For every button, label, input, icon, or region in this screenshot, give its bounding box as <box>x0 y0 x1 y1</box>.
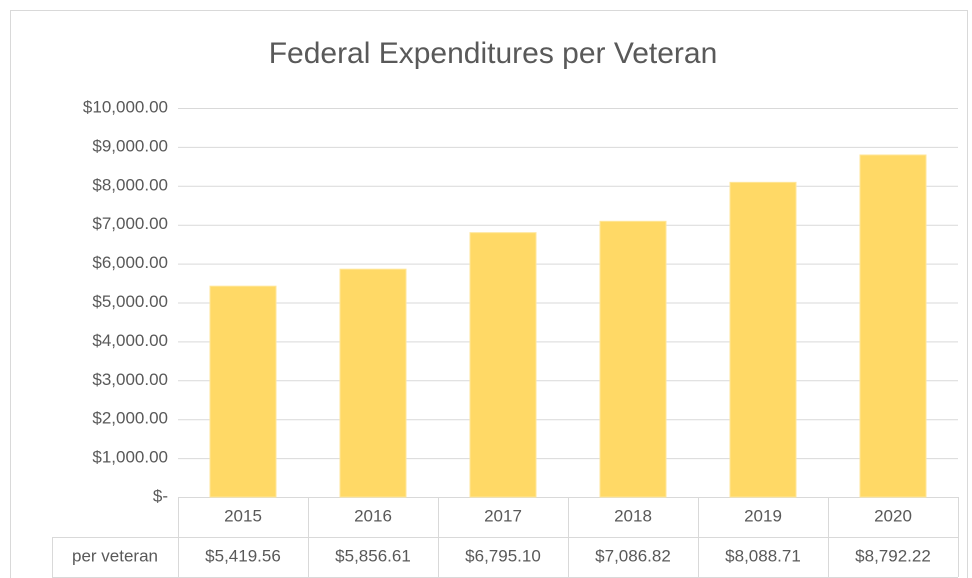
bar <box>339 268 407 498</box>
table-value: $8,792.22 <box>855 546 931 565</box>
bar <box>859 154 927 498</box>
x-tick-label: 2016 <box>354 506 392 525</box>
y-tick-label: $9,000.00 <box>92 136 168 155</box>
y-tick-label: $- <box>153 486 168 505</box>
x-tick-label: 2017 <box>484 506 522 525</box>
y-tick-label: $7,000.00 <box>92 214 168 233</box>
chart-title: Federal Expenditures per Veteran <box>269 37 718 70</box>
bar <box>729 181 797 498</box>
table-value: $5,856.61 <box>335 546 411 565</box>
y-tick-label: $5,000.00 <box>92 292 168 311</box>
x-tick-label: 2018 <box>614 506 652 525</box>
y-tick-label: $6,000.00 <box>92 253 168 272</box>
bar <box>209 285 277 498</box>
y-tick-label: $2,000.00 <box>92 409 168 428</box>
y-tick-label: $4,000.00 <box>92 331 168 350</box>
y-tick-label: $8,000.00 <box>92 175 168 194</box>
table-value: $7,086.82 <box>595 546 671 565</box>
y-tick-label: $10,000.00 <box>83 97 168 116</box>
x-tick-label: 2019 <box>744 506 782 525</box>
bar <box>469 232 537 498</box>
table-value: $6,795.10 <box>465 546 541 565</box>
x-tick-label: 2020 <box>874 506 912 525</box>
table-value: $5,419.56 <box>205 546 281 565</box>
x-tick-label: 2015 <box>224 506 262 525</box>
y-tick-label: $1,000.00 <box>92 448 168 467</box>
bar <box>599 220 667 498</box>
table-value: $8,088.71 <box>725 546 801 565</box>
y-tick-label: $3,000.00 <box>92 370 168 389</box>
legend-label: per veteran <box>72 546 158 565</box>
